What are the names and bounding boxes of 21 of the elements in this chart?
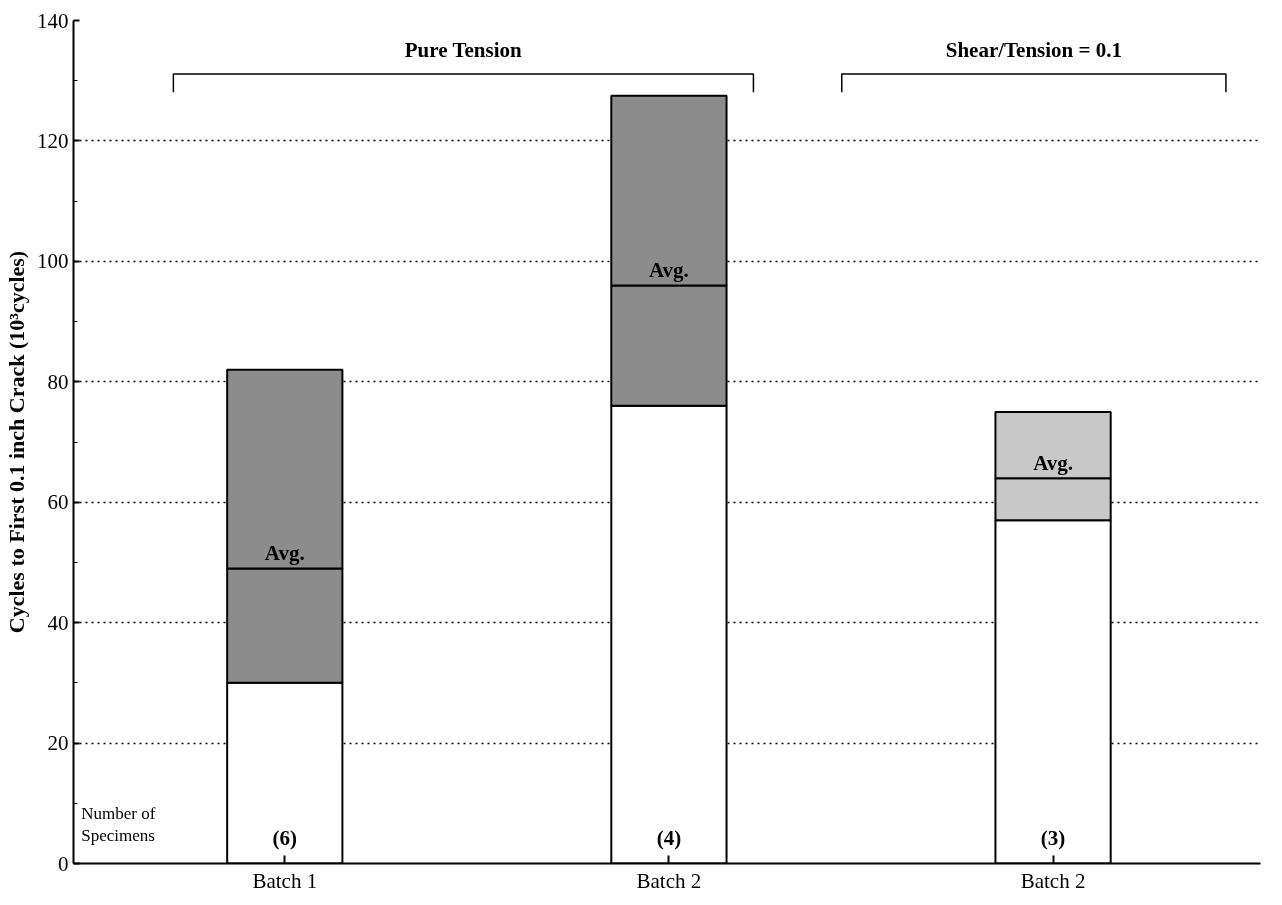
y-tick-label: 100: [37, 249, 69, 274]
y-tick-label: 140: [37, 8, 69, 33]
annotation: (4): [656, 825, 682, 850]
x-tick-label: Batch 2: [636, 868, 702, 893]
y-tick-label: 0: [58, 851, 69, 876]
annotation: (3): [1040, 825, 1066, 850]
y-tick-label: 60: [47, 490, 69, 515]
annotation: Avg.: [264, 541, 305, 566]
y-tick-label: 20: [47, 731, 69, 756]
annotation: Number of Specimens: [81, 803, 156, 846]
y-tick-label: 80: [47, 369, 69, 394]
annotation: Avg.: [1033, 451, 1073, 476]
y-tick-label: 120: [37, 128, 69, 153]
annotation: Pure Tension: [404, 38, 522, 63]
annotation: Shear/Tension = 0.1: [945, 38, 1123, 63]
annotation: Avg.: [648, 258, 689, 283]
y-axis-title: Cycles to First 0.1 inch Crack (10³cycles): [4, 250, 29, 634]
x-tick-label: Batch 2: [1020, 868, 1086, 893]
annotation: (6): [272, 825, 298, 850]
x-tick-label: Batch 1: [252, 868, 318, 893]
y-tick-label: 40: [47, 610, 69, 635]
